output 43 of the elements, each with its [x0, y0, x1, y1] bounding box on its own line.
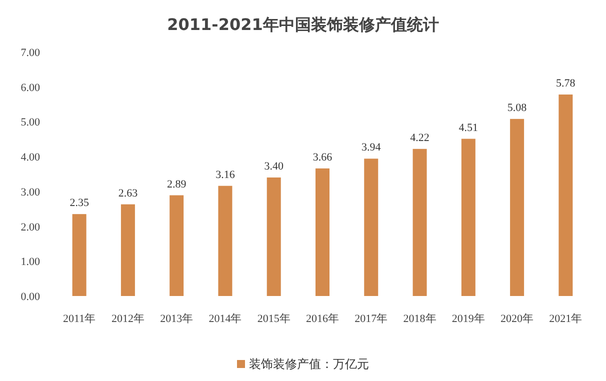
- data-label: 4.51: [458, 122, 478, 134]
- bar: [412, 148, 427, 296]
- y-tick-label: 5.00: [20, 116, 40, 129]
- data-label: 3.66: [312, 151, 333, 164]
- bar: [558, 94, 573, 296]
- bar: [266, 177, 281, 296]
- x-tick-label: 2011年: [63, 313, 96, 325]
- bar: [218, 186, 232, 296]
- x-tick-label: 2016年: [306, 313, 339, 325]
- data-label: 2.35: [70, 197, 90, 210]
- bar: [510, 118, 524, 296]
- y-tick-label: 3.00: [20, 186, 40, 198]
- data-label: 2.89: [166, 178, 187, 190]
- data-label: 5.08: [507, 102, 528, 114]
- y-tick-label: 2.00: [20, 221, 40, 234]
- x-tick-label: 2019年: [452, 313, 485, 325]
- data-label: 5.78: [556, 78, 576, 90]
- y-tick-label: 7.00: [20, 47, 40, 59]
- y-tick-label: 1.00: [20, 256, 40, 268]
- y-tick-label: 4.00: [20, 152, 40, 164]
- x-tick-label: 2021年: [549, 313, 582, 325]
- x-tick-label: 2020年: [500, 313, 534, 325]
- x-tick-label: 2017年: [354, 313, 388, 325]
- legend-label: 装饰装修产值：万亿元: [249, 357, 369, 371]
- bar: [170, 195, 184, 296]
- data-label: 3.40: [264, 160, 284, 172]
- bar: [461, 138, 476, 296]
- x-tick-label: 2015年: [257, 313, 290, 325]
- data-label: 3.16: [216, 168, 236, 181]
- y-tick-label: 0.00: [20, 291, 40, 303]
- x-tick-label: 2012年: [111, 313, 144, 325]
- bar: [364, 158, 378, 296]
- bar: [316, 168, 330, 296]
- data-label: 3.94: [362, 142, 382, 154]
- bar: [120, 204, 135, 296]
- data-label: 4.22: [410, 132, 430, 144]
- y-tick-label: 6.00: [20, 82, 40, 94]
- x-tick-label: 2018年: [403, 313, 436, 325]
- data-label: 2.63: [118, 187, 138, 200]
- x-tick-label: 2014年: [208, 313, 242, 325]
- chart-title: 2011-2021年中国装饰装修产值统计: [167, 15, 439, 34]
- x-tick-label: 2013年: [160, 313, 194, 325]
- bar: [72, 214, 86, 296]
